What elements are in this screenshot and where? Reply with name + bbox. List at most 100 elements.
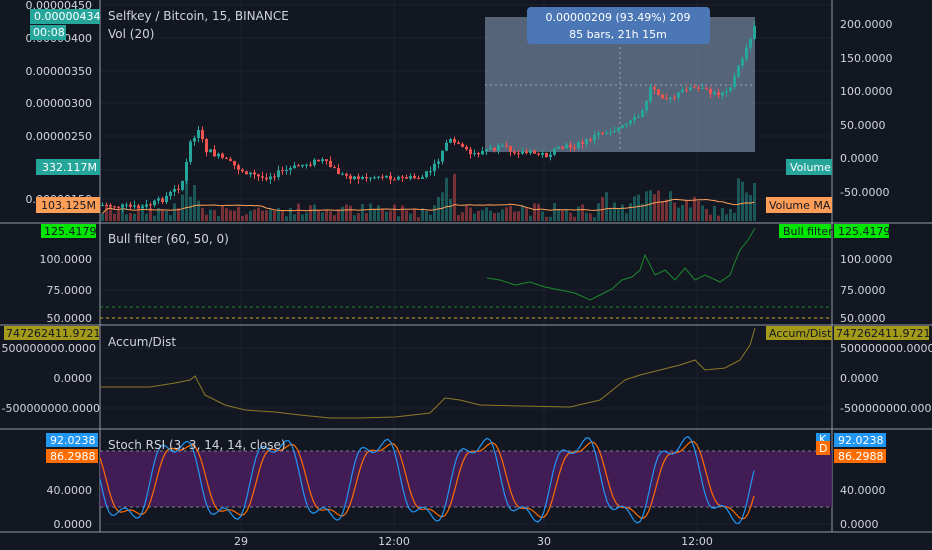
measure-line2: 85 bars, 21h 15m <box>569 28 667 41</box>
stoch-rsi-title: Stoch RSI (3, 3, 14, 14, close) <box>108 438 286 452</box>
volume-bar <box>129 213 132 221</box>
current-price: 0.00000434 <box>34 10 100 23</box>
volume-tick: 150.0000 <box>840 52 893 65</box>
candle-body <box>529 150 532 154</box>
volume-bar <box>329 211 332 221</box>
volume-title[interactable]: Vol (20) <box>108 27 154 41</box>
symbol-title[interactable]: Selfkey / Bitcoin, 15, BINANCE <box>108 9 289 23</box>
candle-body <box>609 132 612 134</box>
volume-bar <box>293 214 296 221</box>
volume-bar <box>373 209 376 221</box>
volume-bar <box>341 206 344 221</box>
stoch-tick: 0.0000 <box>54 518 93 531</box>
volume-value: 332.117M <box>42 161 97 174</box>
candle-body <box>241 169 244 172</box>
accum-value-badge-left <box>4 326 99 340</box>
candle-body <box>525 151 528 154</box>
right-volume-axis[interactable]: 200.0000 150.0000 100.0000 50.0000 0.000… <box>766 18 893 213</box>
candle-body <box>101 205 104 207</box>
candle-body <box>325 159 328 161</box>
candle-body <box>445 142 448 151</box>
bull-tick-right: 75.0000 <box>840 284 886 297</box>
volume-tick: -50.0000 <box>840 186 889 199</box>
candle-body <box>573 147 576 149</box>
stoch-tick-right: 40.0000 <box>840 484 886 497</box>
candle-body <box>693 87 696 89</box>
volume-bar <box>697 200 700 221</box>
candle-body <box>117 206 120 208</box>
candle-body <box>409 175 412 179</box>
candle-body <box>293 165 296 169</box>
volume-bar <box>529 215 532 221</box>
volume-bar <box>701 205 704 221</box>
volume-bar <box>573 216 576 221</box>
accum-value-badge-right <box>834 326 929 340</box>
time-axis[interactable]: 29 12:00 30 12:00 <box>234 535 713 548</box>
volume-bar <box>653 194 656 221</box>
candle-body <box>301 164 304 167</box>
accum-dist-pane[interactable]: Accum/Dist 500000000.0000 0.0000 -500000… <box>2 326 932 415</box>
volume-bar <box>309 205 312 221</box>
candle-body <box>517 153 520 155</box>
volume-bar <box>217 216 220 221</box>
candle-body <box>689 87 692 91</box>
candle-body <box>261 176 264 178</box>
volume-bar <box>741 181 744 221</box>
price-tick: 0.00000250 <box>26 130 92 143</box>
candle-body <box>593 135 596 141</box>
candle-body <box>521 151 524 154</box>
candle-body <box>365 177 368 179</box>
volume-bar <box>317 210 320 221</box>
bull-filter-pane[interactable]: Bull filter (60, 50, 0) 100.0000 75.0000… <box>40 224 893 325</box>
volume-bar <box>281 209 284 221</box>
volume-bar <box>553 203 556 221</box>
k-tag-text: K <box>819 433 827 446</box>
candle-body <box>669 97 672 99</box>
candle-body <box>673 97 676 99</box>
volume-bar <box>321 212 324 221</box>
volume-bar <box>149 207 152 221</box>
volume-tick: 50.0000 <box>840 119 886 132</box>
volume-bar <box>473 213 476 221</box>
candle-body <box>637 116 640 118</box>
candle-body <box>181 180 184 190</box>
volume-bar <box>285 216 288 221</box>
candle-body <box>321 159 324 162</box>
volume-bar <box>253 209 256 221</box>
stoch-rsi-band <box>100 451 832 507</box>
volume-bar <box>593 216 596 221</box>
candle-body <box>397 176 400 180</box>
volume-bar <box>261 210 264 221</box>
candle-body <box>309 164 312 166</box>
current-price-badge <box>30 9 100 24</box>
volume-legend-badge <box>786 159 832 175</box>
volume-bar <box>289 207 292 221</box>
candle-body <box>369 177 372 179</box>
candle-body <box>429 171 432 173</box>
candle-body <box>381 176 384 178</box>
volume-bar <box>557 209 560 221</box>
candle-body <box>173 188 176 192</box>
left-price-axis[interactable]: 0.00000450 0.00000400 0.00000350 0.00000… <box>26 0 101 213</box>
stoch-tick-right: 0.0000 <box>840 518 879 531</box>
volume-bar <box>497 212 500 221</box>
volume-ma-line <box>102 198 755 214</box>
volume-bar <box>301 214 304 221</box>
volume-bar <box>657 190 660 221</box>
volume-bar <box>429 214 432 221</box>
candle-body <box>377 176 380 178</box>
candle-body <box>749 38 752 48</box>
volume-bar <box>345 204 348 221</box>
accum-value-right: 747262411.9721 <box>836 327 930 340</box>
candle-body <box>245 171 248 175</box>
candle-body <box>537 153 540 155</box>
bull-legend: Bull filter <box>783 225 833 238</box>
candle-body <box>477 153 480 155</box>
candle-body <box>213 149 216 157</box>
volume-bar <box>525 208 528 221</box>
candle-body <box>713 92 716 94</box>
stoch-rsi-pane[interactable]: Stoch RSI (3, 3, 14, 14, close) 40.0000 … <box>46 433 886 531</box>
volume-bar <box>637 194 640 221</box>
volume-bar <box>633 196 636 221</box>
